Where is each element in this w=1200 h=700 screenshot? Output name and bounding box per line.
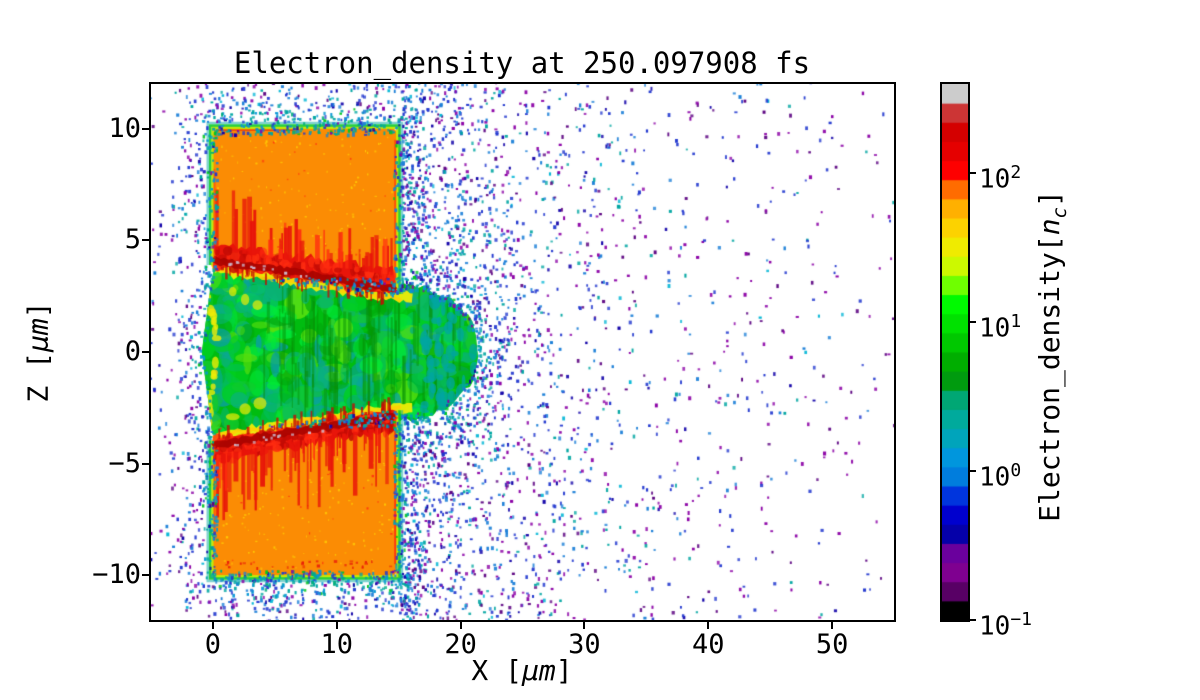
x-tick xyxy=(211,622,214,629)
colorbar-tick xyxy=(970,321,976,324)
heatmap-canvas xyxy=(151,84,894,620)
y-axis-label: Z [μm] xyxy=(22,301,55,402)
y-tick xyxy=(142,462,149,465)
y-tick xyxy=(142,351,149,353)
x-axis-label-text: X [ xyxy=(471,654,522,687)
y-tick xyxy=(142,574,149,577)
plot-title: Electron_density at 250.097908 fs xyxy=(233,46,811,80)
colorbar-tick xyxy=(970,172,976,175)
y-tick-label: −10 xyxy=(92,559,141,591)
x-tick-label: 50 xyxy=(815,629,849,660)
colorbar-label: Electron_density[nc] xyxy=(1033,190,1071,522)
y-axis-unit: μm xyxy=(21,318,55,352)
y-tick-label: 10 xyxy=(108,112,141,144)
colorbar-tick xyxy=(970,470,976,473)
x-tick-label: 0 xyxy=(204,629,222,660)
colorbar-tick-label: 100 xyxy=(979,460,1022,493)
x-tick-label: 10 xyxy=(320,629,353,660)
colorbar-tick-label: 101 xyxy=(979,311,1022,344)
y-tick-label: 5 xyxy=(124,224,141,256)
x-tick xyxy=(459,622,462,629)
x-tick-label: 40 xyxy=(691,629,725,660)
y-tick-label: 0 xyxy=(124,336,141,367)
colorbar-label-var: n xyxy=(1033,218,1067,236)
colorbar-label-sub: c xyxy=(1048,206,1071,219)
y-tick xyxy=(142,239,149,242)
x-tick xyxy=(583,622,586,629)
x-tick xyxy=(335,622,338,629)
x-tick-label: 20 xyxy=(444,629,477,660)
x-tick xyxy=(707,622,710,629)
y-axis-label-text: Z [ xyxy=(21,352,55,403)
y-axis-label-close: ] xyxy=(21,301,55,319)
x-axis-unit: μm xyxy=(522,654,556,687)
colorbar-tick-label: 10−1 xyxy=(979,609,1032,642)
x-axis-label: X [μm] xyxy=(152,654,892,687)
colorbar-tick-label: 102 xyxy=(979,162,1022,195)
y-tick xyxy=(142,127,149,130)
colorbar-label-close: ] xyxy=(1033,190,1067,207)
x-axis-label-close: ] xyxy=(555,654,573,687)
x-tick xyxy=(831,622,834,629)
colorbar-tick xyxy=(970,619,976,621)
x-tick-label: 30 xyxy=(568,629,601,660)
colorbar-frame xyxy=(940,82,970,622)
colorbar-canvas xyxy=(942,84,968,620)
y-tick-label: −5 xyxy=(108,447,141,479)
colorbar-label-text: Electron_density[ xyxy=(1033,235,1067,522)
